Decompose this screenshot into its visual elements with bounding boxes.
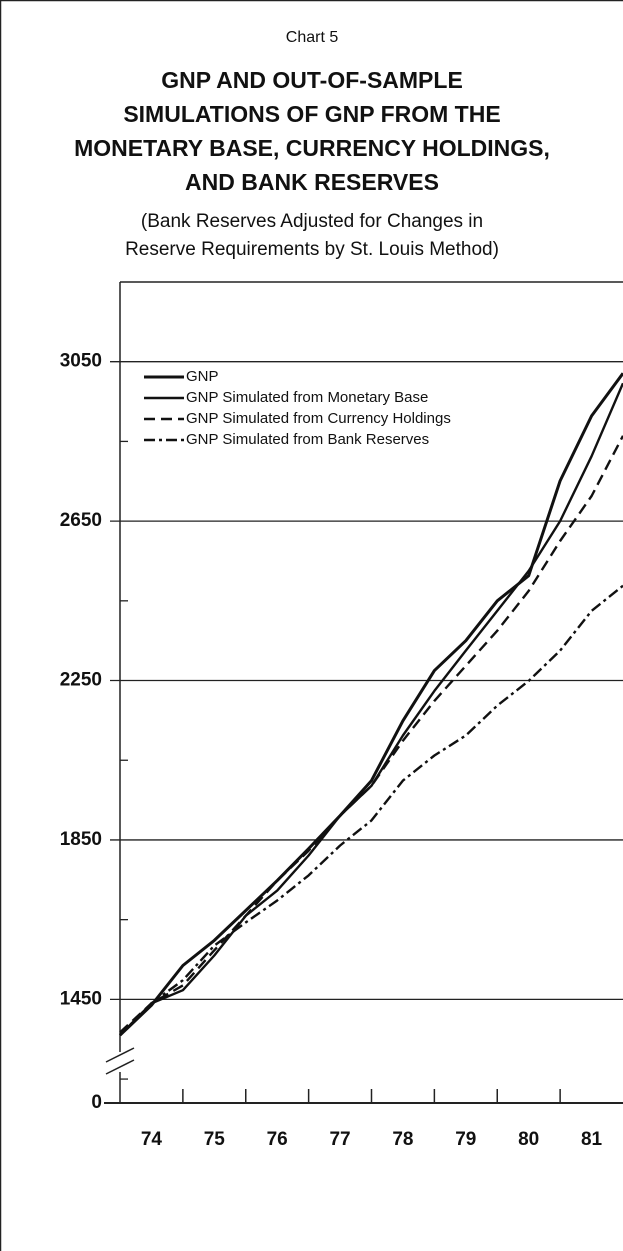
y-tick-label: 0 bbox=[91, 1092, 102, 1113]
y-tick-label: 1850 bbox=[60, 829, 102, 850]
axis-break bbox=[105, 1059, 135, 1075]
y-tick-label: 2650 bbox=[60, 510, 102, 531]
x-tick-label: 81 bbox=[581, 1129, 603, 1150]
legend: GNP GNP Simulated from Monetary Base GNP S… bbox=[142, 368, 542, 452]
legend-swatch bbox=[144, 375, 184, 379]
x-tick-label: 80 bbox=[518, 1129, 539, 1150]
chart-title: GNP AND OUT-OF-SAMPLE bbox=[161, 67, 463, 93]
x-tick-label: 78 bbox=[392, 1129, 413, 1150]
legend-swatch bbox=[144, 417, 184, 421]
chart-subtitle: Reserve Requirements by St. Louis Method… bbox=[125, 239, 499, 260]
legend-swatch bbox=[144, 396, 184, 400]
legend-swatch bbox=[144, 438, 184, 442]
x-tick-label: 76 bbox=[267, 1129, 288, 1150]
y-tick-label: 1450 bbox=[60, 988, 102, 1009]
legend-label: GNP bbox=[186, 368, 219, 385]
x-tick-label: 79 bbox=[455, 1129, 476, 1150]
legend-entry: GNP Simulated from Monetary Base bbox=[142, 389, 542, 406]
x-tick-label: 75 bbox=[204, 1129, 226, 1150]
chart-title: AND BANK RESERVES bbox=[185, 169, 439, 195]
y-tick-label: 2250 bbox=[60, 670, 102, 691]
chart-title: MONETARY BASE, CURRENCY HOLDINGS, bbox=[74, 135, 550, 161]
series-line bbox=[118, 372, 623, 1037]
axis-break bbox=[105, 1047, 135, 1063]
chart-subtitle: (Bank Reserves Adjusted for Changes in bbox=[141, 211, 483, 232]
legend-label: GNP Simulated from Monetary Base bbox=[186, 389, 429, 406]
x-tick-label: 74 bbox=[141, 1129, 163, 1150]
series-line bbox=[119, 435, 623, 1034]
legend-label: GNP Simulated from Bank Reserves bbox=[186, 431, 430, 448]
x-tick-label: 77 bbox=[329, 1129, 350, 1150]
legend-entry: GNP Simulated from Currency Holdings bbox=[142, 410, 542, 427]
y-tick-label: 3050 bbox=[60, 351, 102, 372]
legend-label: GNP Simulated from Currency Holdings bbox=[186, 410, 451, 427]
legend-entry: GNP bbox=[142, 368, 542, 385]
legend-entry: GNP Simulated from Bank Reserves bbox=[142, 431, 542, 448]
chart-title: SIMULATIONS OF GNP FROM THE bbox=[123, 101, 500, 127]
series-line bbox=[119, 382, 623, 1037]
chart-label: Chart 5 bbox=[286, 29, 339, 46]
series-line bbox=[119, 584, 623, 1037]
